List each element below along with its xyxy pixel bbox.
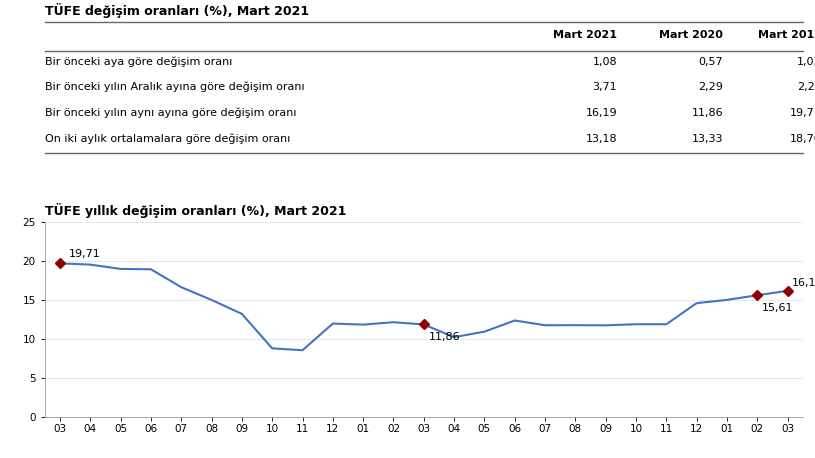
- Text: 16,19: 16,19: [585, 108, 617, 118]
- Text: TÜFE değişim oranları (%), Mart 2021: TÜFE değişim oranları (%), Mart 2021: [45, 3, 309, 18]
- Text: Bir önceki yılın aynı ayına göre değişim oranı: Bir önceki yılın aynı ayına göre değişim…: [45, 108, 297, 118]
- Text: Bir önceki aya göre değişim oranı: Bir önceki aya göre değişim oranı: [45, 57, 232, 67]
- Text: 13,33: 13,33: [692, 134, 723, 144]
- Text: 19,71: 19,71: [69, 249, 101, 259]
- Text: Mart 2020: Mart 2020: [659, 30, 723, 40]
- Text: TÜFE yıllık değişim oranları (%), Mart 2021: TÜFE yıllık değişim oranları (%), Mart 2…: [45, 203, 346, 218]
- Text: 2,27: 2,27: [797, 82, 815, 92]
- Text: 18,70: 18,70: [790, 134, 815, 144]
- Text: 1,08: 1,08: [593, 57, 617, 67]
- Text: 2,29: 2,29: [698, 82, 723, 92]
- Text: 0,57: 0,57: [698, 57, 723, 67]
- Text: 11,86: 11,86: [692, 108, 723, 118]
- Text: 13,18: 13,18: [585, 134, 617, 144]
- Text: 19,71: 19,71: [790, 108, 815, 118]
- Text: 3,71: 3,71: [593, 82, 617, 92]
- Text: 1,03: 1,03: [797, 57, 815, 67]
- Text: 16,19: 16,19: [792, 278, 815, 288]
- Text: 11,86: 11,86: [429, 332, 460, 342]
- Text: Mart 2021: Mart 2021: [553, 30, 617, 40]
- Text: Bir önceki yılın Aralık ayına göre değişim oranı: Bir önceki yılın Aralık ayına göre değiş…: [45, 82, 305, 92]
- Text: Mart 2019: Mart 2019: [758, 30, 815, 40]
- Text: 15,61: 15,61: [762, 303, 793, 313]
- Text: On iki aylık ortalamalara göre değişim oranı: On iki aylık ortalamalara göre değişim o…: [45, 133, 290, 144]
